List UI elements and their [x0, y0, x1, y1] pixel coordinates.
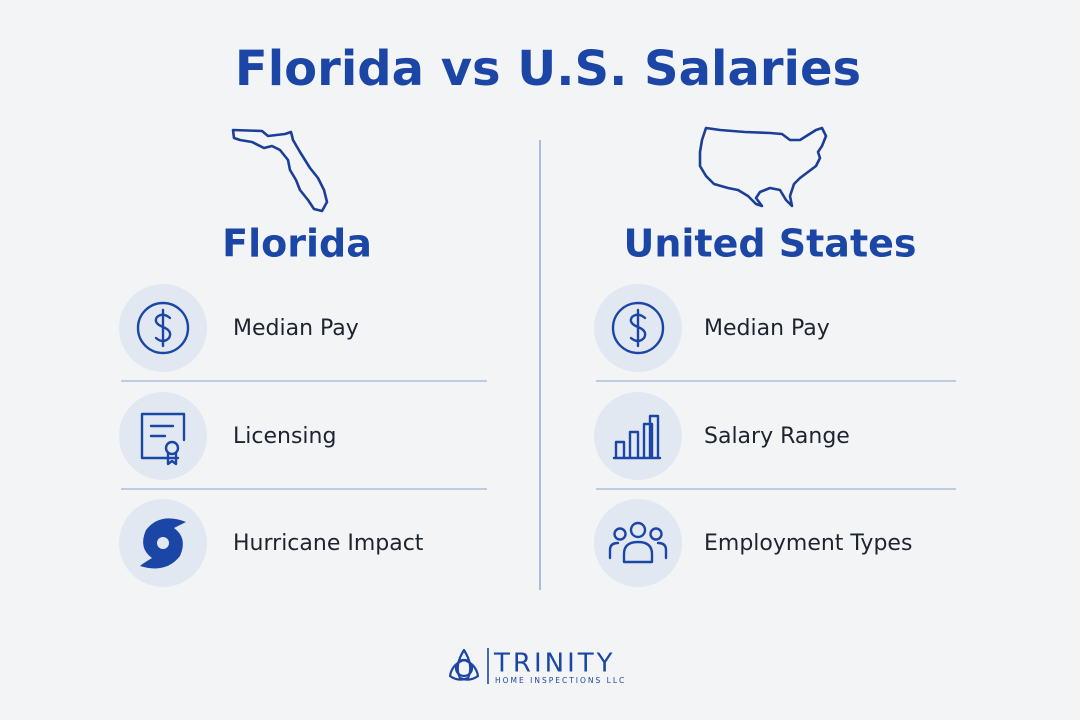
dollar-icon — [154, 308, 172, 348]
bar-icon — [612, 414, 662, 460]
item-label: Licensing — [233, 424, 336, 449]
people-icon — [629, 521, 647, 539]
license-icon — [140, 412, 186, 460]
people-icon — [608, 540, 668, 564]
us-map — [698, 126, 828, 208]
item-label: Median Pay — [704, 316, 830, 341]
brand-name: TRINITY — [493, 649, 616, 679]
license-icon — [166, 451, 178, 466]
title: Florida vs U.S. Salaries — [235, 41, 861, 97]
dollar-icon — [611, 301, 665, 355]
item-label: Median Pay — [233, 316, 359, 341]
column-heading: Florida — [222, 222, 372, 266]
license-icon — [164, 440, 180, 456]
people-icon — [649, 527, 663, 541]
brand-tagline: HOME INSPECTIONS LLC — [495, 676, 626, 685]
dollar-icon — [136, 301, 190, 355]
item-label: Employment Types — [704, 531, 912, 556]
dollar-icon — [629, 308, 647, 348]
people-icon — [613, 527, 627, 541]
item-label: Salary Range — [704, 424, 850, 449]
florida-map — [231, 128, 329, 213]
hurricane-icon — [157, 537, 169, 549]
logo-mark — [448, 648, 480, 681]
item-label: Hurricane Impact — [233, 531, 424, 556]
column-heading: United States — [623, 222, 916, 266]
